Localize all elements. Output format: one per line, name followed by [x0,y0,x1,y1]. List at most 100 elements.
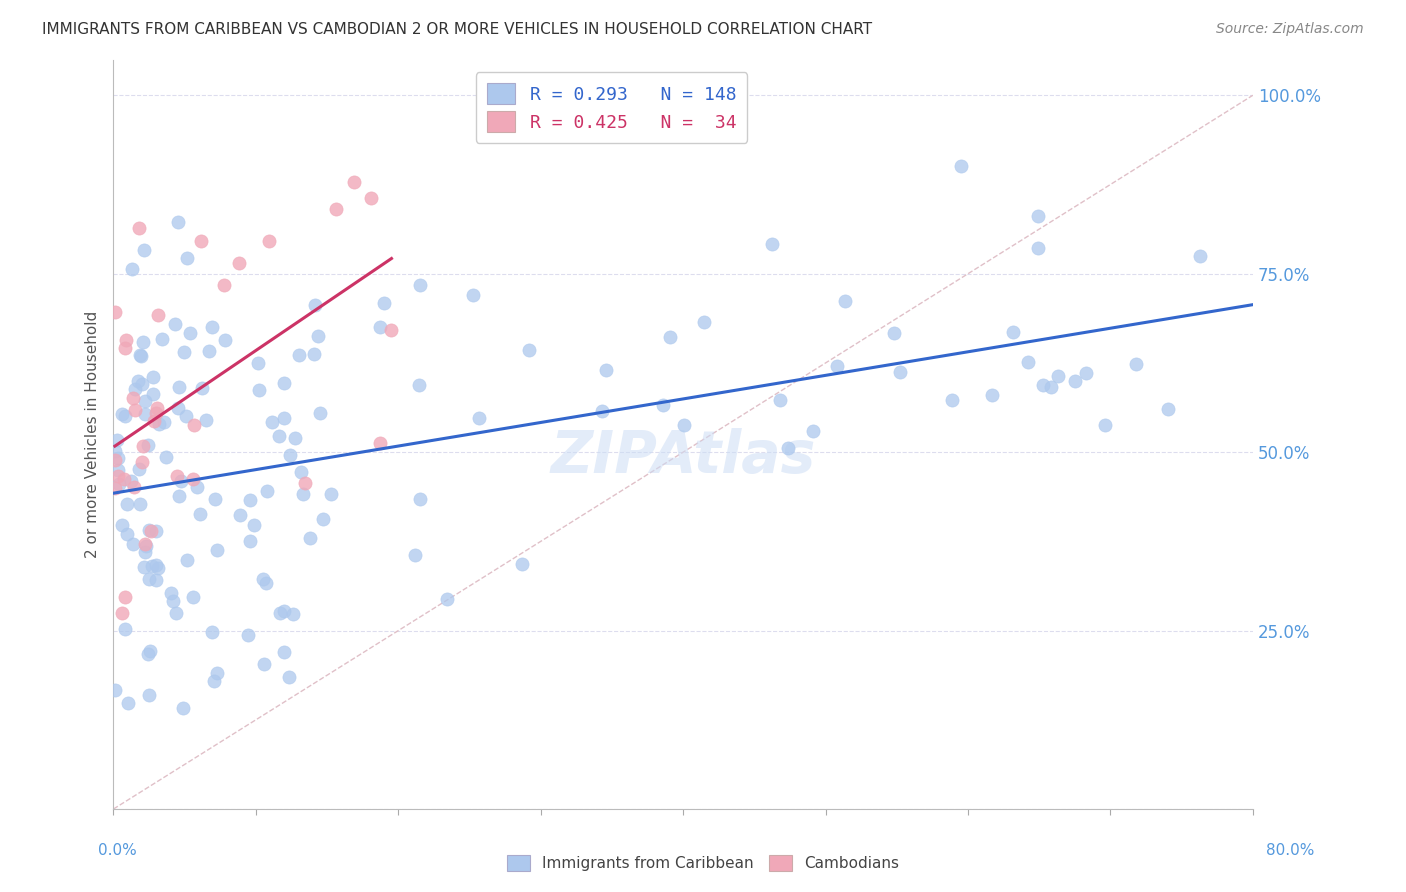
Point [651,398,673,412]
Point [260,415,283,429]
Point [104,305,127,319]
Point [131,455,153,469]
Point [246,356,269,370]
Point [104,683,127,698]
Point [114,333,136,347]
Point [163,317,186,331]
Point [166,215,188,229]
Point [278,448,301,462]
Point [136,438,159,452]
Point [1157,401,1180,416]
Point [121,391,143,405]
Point [114,342,136,356]
Text: 80.0%: 80.0% [1267,843,1315,858]
Point [204,491,226,506]
Point [183,418,205,433]
Point [214,333,236,347]
Point [136,647,159,661]
Point [145,573,167,587]
Point [256,483,278,498]
Point [181,590,204,604]
Point [834,294,856,309]
Point [368,319,391,334]
Point [1094,417,1116,432]
Text: 0.0%: 0.0% [98,843,138,858]
Point [146,561,169,575]
Point [132,335,155,350]
Point [145,524,167,539]
Text: Source: ZipAtlas.com: Source: ZipAtlas.com [1216,22,1364,37]
Point [131,376,153,391]
Point [801,424,824,438]
Point [761,237,783,252]
Point [290,465,312,479]
Point [169,489,191,503]
Point [517,343,540,357]
Point [129,497,152,511]
Point [162,594,184,608]
Point [112,472,135,486]
Point [108,476,131,491]
Point [981,388,1004,402]
Point [292,487,315,501]
Point [267,429,290,443]
Point [257,234,280,248]
Point [380,323,402,337]
Point [302,347,325,361]
Point [166,468,188,483]
Point [114,409,136,423]
Point [159,586,181,600]
Point [243,517,266,532]
Point [207,542,229,557]
Point [128,347,150,361]
Point [138,523,160,537]
Text: ZIPAtlas: ZIPAtlas [551,428,815,485]
Point [111,407,134,421]
Point [825,359,848,373]
Point [132,559,155,574]
Point [104,481,127,495]
Point [778,442,800,456]
Point [145,558,167,572]
Point [461,288,484,302]
Point [128,220,150,235]
Point [117,696,139,710]
Point [941,393,963,408]
Point [1017,355,1039,369]
Point [1040,380,1063,394]
Y-axis label: 2 or more Vehicles in Household: 2 or more Vehicles in Household [86,310,100,558]
Point [253,657,276,672]
Point [595,363,617,377]
Point [190,234,212,248]
Point [1189,250,1212,264]
Point [145,405,167,419]
Point [138,573,160,587]
Point [368,436,391,450]
Point [273,376,295,391]
Point [202,673,225,688]
Point [115,526,138,541]
Point [115,498,138,512]
Point [247,383,270,397]
Point [146,401,169,416]
Point [191,381,214,395]
Point [883,326,905,341]
Point [124,382,146,396]
Point [172,701,194,715]
Point [312,511,335,525]
Point [212,277,235,292]
Point [181,472,204,486]
Point [114,590,136,604]
Point [889,365,911,379]
Point [277,670,299,684]
Point [1125,357,1147,371]
Point [269,606,291,620]
Point [273,604,295,618]
Point [308,406,330,420]
Point [294,476,316,491]
Point [148,308,170,322]
Point [150,332,173,346]
Point [104,443,127,458]
Point [198,344,221,359]
Point [121,261,143,276]
